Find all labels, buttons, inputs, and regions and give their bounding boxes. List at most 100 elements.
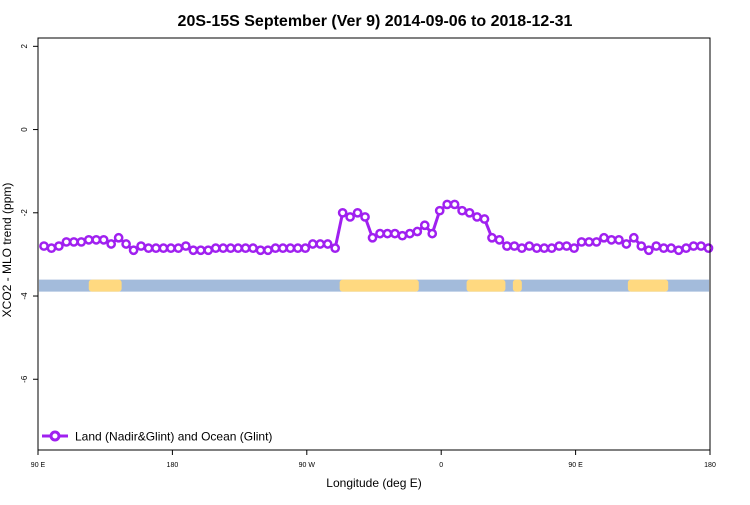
y-tick-label: 2 (20, 44, 29, 49)
data-point (449, 199, 460, 210)
plot-frame (37, 37, 711, 451)
data-point (442, 199, 453, 210)
data-point (151, 243, 161, 254)
data-point (345, 212, 355, 222)
data-point (681, 243, 691, 254)
data-point (606, 234, 617, 245)
series-layer (39, 199, 714, 256)
x-axis-label: Longitude (deg E) (326, 476, 421, 490)
data-point (203, 245, 214, 256)
data-point (98, 234, 109, 245)
data-point (225, 243, 236, 254)
data-point (210, 243, 221, 254)
data-point (696, 241, 706, 251)
x-tick-label: 90 E (31, 462, 46, 469)
data-point (180, 241, 191, 251)
x-tick-label: 90 W (299, 462, 316, 469)
data-point (382, 228, 393, 239)
data-point (673, 245, 684, 256)
x-axis: 90 E 180 90 W 0 90 E 180 (31, 450, 716, 469)
data-point (554, 241, 565, 251)
data-point (479, 214, 490, 224)
data-point (397, 230, 408, 241)
data-point (188, 245, 199, 256)
data-point (83, 234, 94, 245)
data-point (195, 245, 206, 256)
data-point (546, 243, 557, 254)
data-point (487, 232, 497, 243)
data-point (434, 205, 445, 216)
y-axis: 2 0 -2 -4 -6 (20, 44, 38, 383)
y-axis-label: XCO2 - MLO trend (ppm) (0, 183, 14, 318)
data-point (412, 226, 423, 237)
data-point (688, 241, 699, 251)
data-point (255, 245, 266, 256)
data-point (46, 243, 57, 254)
data-point (599, 232, 609, 243)
land-segment (339, 279, 419, 292)
data-point (218, 243, 229, 254)
data-point (472, 212, 482, 222)
legend-marker (49, 430, 61, 442)
data-point (166, 243, 176, 254)
x-tick-label: 0 (439, 462, 443, 469)
data-point (643, 245, 654, 256)
data-point (240, 243, 251, 254)
data-point (128, 245, 139, 256)
data-point (233, 243, 243, 254)
data-point (427, 228, 438, 239)
data-point (330, 243, 341, 254)
data-point (614, 234, 624, 245)
data-point (106, 239, 117, 249)
y-tick-label: 0 (20, 127, 29, 132)
data-point (263, 245, 273, 256)
data-point (270, 243, 281, 254)
data-point (539, 243, 550, 254)
x-tick-label: 90 E (568, 462, 583, 469)
x-tick-label: 180 (167, 462, 179, 469)
land-segment (512, 279, 522, 292)
data-point (509, 241, 520, 251)
land-segment (88, 279, 122, 292)
data-point (569, 243, 579, 254)
data-point (121, 239, 131, 249)
data-point (173, 243, 184, 254)
data-point (502, 241, 512, 251)
data-point (531, 243, 542, 254)
surface-strip (39, 279, 709, 292)
data-point (315, 239, 326, 249)
data-point (360, 212, 370, 222)
data-point (666, 243, 677, 254)
data-point (464, 207, 475, 218)
data-point (628, 232, 639, 243)
data-point (39, 241, 49, 251)
data-point (651, 241, 662, 251)
data-point (322, 239, 333, 249)
data-point (292, 243, 303, 254)
chart-title: 20S-15S September (Ver 9) 2014-09-06 to … (178, 13, 573, 30)
data-point (278, 243, 288, 254)
data-point (584, 237, 594, 247)
data-point (404, 228, 415, 239)
data-point (158, 243, 169, 254)
data-point (636, 241, 647, 251)
data-point (561, 241, 572, 251)
y-tick-label: -4 (20, 292, 29, 300)
data-point (300, 243, 311, 254)
y-tick-label: -6 (20, 375, 29, 383)
data-point (54, 241, 64, 251)
legend: Land (Nadir&Glint) and Ocean (Glint) (42, 430, 272, 444)
y-tick-label: -2 (20, 209, 29, 217)
data-point (285, 243, 296, 254)
data-point (352, 207, 363, 218)
data-point (337, 207, 348, 218)
data-point (136, 241, 146, 251)
data-point (419, 220, 430, 231)
data-point (524, 241, 535, 251)
land-segment (466, 279, 506, 292)
data-point (457, 205, 467, 216)
data-point (61, 237, 72, 247)
land-segment (627, 279, 669, 292)
